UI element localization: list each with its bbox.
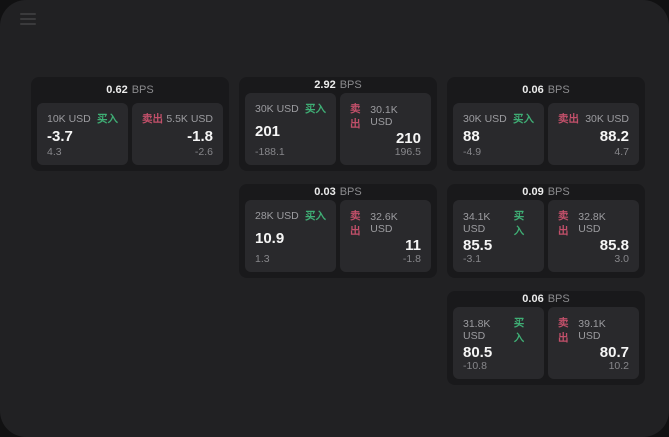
- card-body: 34.1K USD 买入 85.5 -3.1 卖出 32.8K USD 85.8…: [447, 200, 645, 278]
- quote-card: 2.92 BPS 30K USD 买入 201 -188.1 卖出 30.1K …: [239, 77, 437, 171]
- sell-side-label: 卖出: [350, 103, 361, 130]
- bps-value: 0.03: [314, 186, 336, 198]
- sell-price: 85.8: [599, 237, 629, 254]
- buy-sub-value: -188.1: [255, 146, 285, 158]
- buy-price: 85.5: [463, 237, 493, 254]
- buy-side-label: 买入: [513, 113, 534, 125]
- buy-price: 201: [255, 122, 281, 140]
- quote-card: 0.06 BPS 30K USD 买入 88 -4.9 卖出 30K USD 8…: [447, 77, 645, 171]
- sell-sub-value: 196.5: [394, 146, 421, 158]
- buy-panel[interactable]: 34.1K USD 买入 85.5 -3.1: [453, 200, 544, 272]
- buy-sub-value: -4.9: [463, 146, 482, 158]
- sell-price: -1.8: [187, 127, 213, 145]
- quote-card: 0.62 BPS 10K USD 买入 -3.7 4.3 卖出 5.5K USD…: [31, 77, 229, 171]
- buy-side-label: 买入: [305, 103, 326, 115]
- card-header: 0.03 BPS: [239, 184, 437, 200]
- quote-card: 0.06 BPS 31.8K USD 买入 80.5 -10.8 卖出 39.1…: [447, 291, 645, 385]
- sell-side-label: 卖出: [558, 210, 569, 237]
- card-header: 0.06 BPS: [447, 291, 645, 307]
- buy-panel[interactable]: 30K USD 买入 201 -188.1: [245, 93, 336, 165]
- bps-unit-label: BPS: [131, 84, 154, 96]
- card-body: 31.8K USD 买入 80.5 -10.8 卖出 39.1K USD 80.…: [447, 307, 645, 385]
- card-body: 28K USD 买入 10.9 1.3 卖出 32.6K USD 11 -1.8: [239, 200, 437, 278]
- sell-side-label: 卖出: [142, 113, 163, 125]
- sell-panel[interactable]: 卖出 39.1K USD 80.7 10.2: [548, 307, 639, 379]
- bps-unit-label: BPS: [547, 293, 570, 305]
- bps-unit-label: BPS: [547, 186, 570, 198]
- buy-amount: 34.1K USD: [463, 211, 491, 235]
- bps-value: 0.06: [522, 293, 544, 305]
- card-body: 10K USD 买入 -3.7 4.3 卖出 5.5K USD -1.8 -2.…: [31, 103, 229, 171]
- sell-side-label: 卖出: [350, 210, 361, 237]
- quote-card: 0.03 BPS 28K USD 买入 10.9 1.3 卖出 32.6K US…: [239, 184, 437, 278]
- card-header: 0.09 BPS: [447, 184, 645, 200]
- sell-panel[interactable]: 卖出 30.1K USD 210 196.5: [340, 93, 431, 165]
- quote-card: 0.09 BPS 34.1K USD 买入 85.5 -3.1 卖出 32.8K…: [447, 184, 645, 278]
- card-header: 2.92 BPS: [239, 77, 437, 93]
- buy-sub-value: 4.3: [47, 146, 62, 158]
- buy-panel[interactable]: 10K USD 买入 -3.7 4.3: [37, 103, 128, 165]
- card-header: 0.06 BPS: [447, 77, 645, 103]
- bps-value: 0.09: [522, 186, 544, 198]
- buy-sub-value: -10.8: [463, 360, 487, 372]
- bps-value: 2.92: [314, 79, 336, 91]
- sell-amount: 32.8K USD: [578, 211, 606, 235]
- bps-unit-label: BPS: [547, 84, 570, 96]
- sell-panel[interactable]: 卖出 32.6K USD 11 -1.8: [340, 200, 431, 272]
- sell-sub-value: -1.8: [402, 253, 421, 265]
- buy-amount: 30K USD: [463, 112, 507, 125]
- buy-price: 80.5: [463, 344, 493, 361]
- buy-amount: 30K USD: [255, 102, 299, 115]
- buy-amount: 28K USD: [255, 209, 299, 222]
- card-header: 0.62 BPS: [31, 77, 229, 103]
- buy-sub-value: 1.3: [255, 253, 270, 265]
- sell-price: 80.7: [599, 344, 629, 361]
- bps-value: 0.06: [522, 84, 544, 96]
- sell-amount: 5.5K USD: [166, 112, 213, 125]
- card-body: 30K USD 买入 201 -188.1 卖出 30.1K USD 210 1…: [239, 93, 437, 171]
- bps-unit-label: BPS: [339, 79, 362, 91]
- sell-price: 11: [405, 237, 421, 254]
- buy-side-label: 买入: [97, 113, 118, 125]
- buy-price: 10.9: [255, 229, 285, 247]
- buy-side-label: 买入: [305, 210, 326, 222]
- buy-panel[interactable]: 31.8K USD 买入 80.5 -10.8: [453, 307, 544, 379]
- sell-side-label: 卖出: [558, 113, 579, 125]
- sell-amount: 30.1K USD: [370, 104, 398, 128]
- buy-panel[interactable]: 30K USD 买入 88 -4.9: [453, 103, 544, 165]
- quote-card-grid: 0.62 BPS 10K USD 买入 -3.7 4.3 卖出 5.5K USD…: [31, 77, 645, 385]
- sell-price: 210: [395, 130, 421, 147]
- sell-panel[interactable]: 卖出 5.5K USD -1.8 -2.6: [132, 103, 223, 165]
- sell-panel[interactable]: 卖出 32.8K USD 85.8 3.0: [548, 200, 639, 272]
- buy-amount: 31.8K USD: [463, 318, 491, 342]
- card-body: 30K USD 买入 88 -4.9 卖出 30K USD 88.2 4.7: [447, 103, 645, 171]
- sell-amount: 39.1K USD: [578, 318, 606, 342]
- sell-amount: 32.6K USD: [370, 211, 398, 235]
- sell-sub-value: -2.6: [194, 146, 213, 158]
- sell-price: 88.2: [599, 127, 629, 145]
- sell-sub-value: 4.7: [614, 146, 629, 158]
- bps-value: 0.62: [106, 84, 128, 96]
- bps-unit-label: BPS: [339, 186, 362, 198]
- buy-sub-value: -3.1: [463, 253, 482, 265]
- sell-side-label: 卖出: [558, 317, 569, 344]
- buy-side-label: 买入: [513, 317, 525, 344]
- buy-price: 88: [463, 127, 480, 145]
- buy-price: -3.7: [47, 127, 73, 145]
- sell-amount: 30K USD: [585, 112, 629, 125]
- menu-icon[interactable]: [20, 10, 42, 28]
- buy-amount: 10K USD: [47, 112, 91, 125]
- buy-side-label: 买入: [513, 210, 525, 237]
- sell-panel[interactable]: 卖出 30K USD 88.2 4.7: [548, 103, 639, 165]
- sell-sub-value: 10.2: [608, 360, 629, 372]
- buy-panel[interactable]: 28K USD 买入 10.9 1.3: [245, 200, 336, 272]
- sell-sub-value: 3.0: [614, 253, 629, 265]
